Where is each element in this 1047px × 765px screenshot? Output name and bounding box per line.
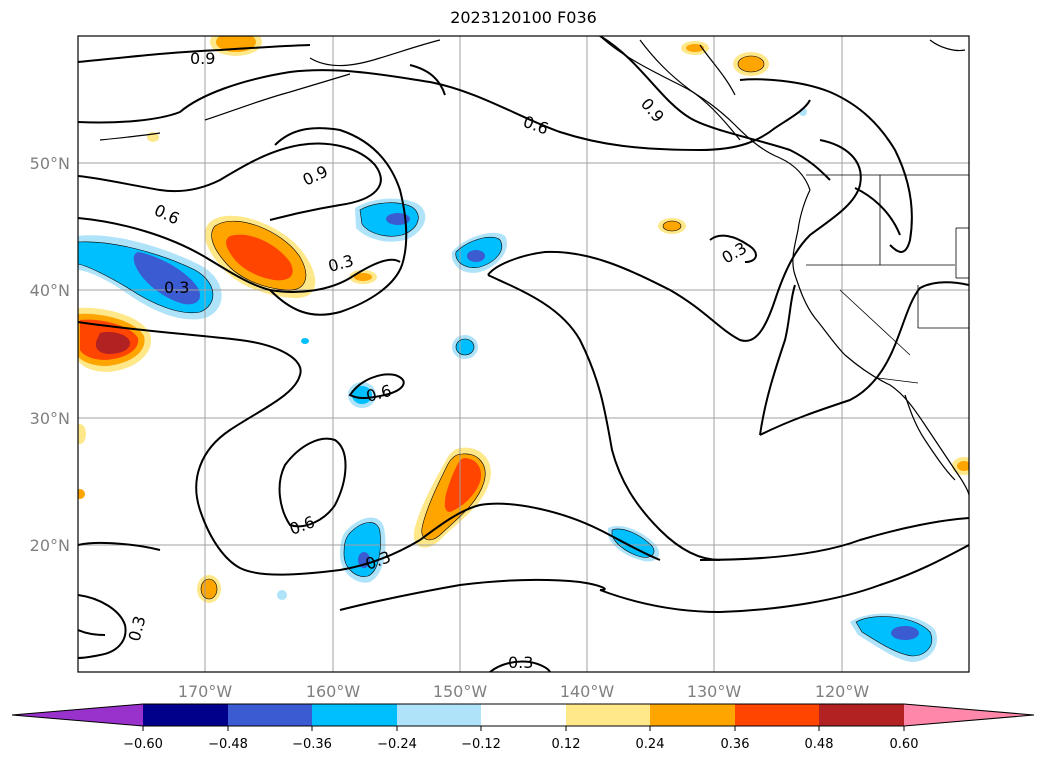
lat-tick-label: 30°N [30,409,70,428]
map-frame [77,35,970,673]
colorbar-tick-label: 0.24 [636,737,665,752]
lon-tick-label: 120°W [815,682,870,701]
colorbar-segment [566,704,650,726]
anomaly-negative [133,252,201,305]
political-borders [806,174,969,384]
anomaly-negative [467,250,485,262]
contour-label-layer: 0.9 0.6 0.9 0.9 0.6 0.3 0.3 0.3 0.6 0.6 … [125,49,750,672]
anomaly-outlines [78,55,932,657]
colorbar-segment [481,704,566,726]
anomaly-positive [95,332,131,354]
contour-label: 0.3 [326,251,356,276]
colorbar-tick-label: 0.60 [890,737,919,752]
contour-label: 0.6 [151,200,182,228]
lon-tick-label: 130°W [687,682,742,701]
anomaly-positive [444,458,482,512]
colorbar-tick-label: 0.12 [552,737,581,752]
anomaly-negative [891,626,919,640]
lon-tick-label: 160°W [306,682,361,701]
filled-anomaly-layer [78,36,969,662]
colorbar-segment [904,704,1034,726]
anomaly-negative [277,590,287,600]
colorbar-segment [735,704,819,726]
anomaly-positive [686,44,704,52]
contour-label: 0.3 [125,614,150,644]
colorbar-tick-label: −0.24 [377,737,417,752]
colorbar-segment [312,704,397,726]
contour-label: 0.9 [190,49,215,68]
lon-tick-label: 170°W [178,682,233,701]
colorbar-tick-label: −0.12 [461,737,501,752]
colorbar-segment [819,704,904,726]
anomaly-negative [612,528,655,558]
anomaly-positive [354,273,372,281]
anomaly-positive [738,56,764,72]
gridlines [78,36,969,672]
anomaly-positive [78,424,86,444]
lat-tick-label: 40°N [30,281,70,300]
coastlines [99,36,969,496]
lon-tick-label: 150°W [433,682,488,701]
anomaly-negative [352,386,372,404]
contour-label: 0.9 [300,162,331,190]
colorbar-segment [650,704,735,726]
colorbar-tick-label: 0.48 [805,737,834,752]
colorbar-segment [143,704,228,726]
anomaly-positive [226,234,293,281]
anomaly-positive [78,489,85,499]
anomaly-negative [301,338,309,344]
contour-label: 0.6 [287,512,317,539]
contour-label: 0.3 [164,278,189,297]
anomaly-positive [957,461,969,471]
colorbar-tick-label: 0.36 [721,737,750,752]
colorbar-segment [228,704,312,726]
contour-label: 0.6 [521,112,551,139]
colorbar: −0.60 −0.48 −0.36 −0.24 −0.12 0.12 0.24 … [11,703,1035,752]
lon-tick-label: 140°W [560,682,615,701]
contour-label: 0.9 [637,94,668,126]
longitude-tick-labels: 170°W 160°W 150°W 140°W 130°W 120°W [178,682,870,701]
colorbar-segment [12,704,143,726]
map-title: 2023120100 F036 [450,8,597,27]
colorbar-segment [397,704,481,726]
colorbar-tick-label: −0.48 [208,737,248,752]
lat-tick-label: 20°N [30,536,70,555]
contour-lines [78,36,969,672]
colorbar-tick-label: −0.36 [292,737,332,752]
colorbar-tick-label: −0.60 [123,737,163,752]
latitude-tick-labels: 50°N 40°N 30°N 20°N [30,154,70,555]
anomaly-positive [663,221,681,231]
lat-tick-label: 50°N [30,154,70,173]
contour-label: 0.3 [508,653,533,672]
